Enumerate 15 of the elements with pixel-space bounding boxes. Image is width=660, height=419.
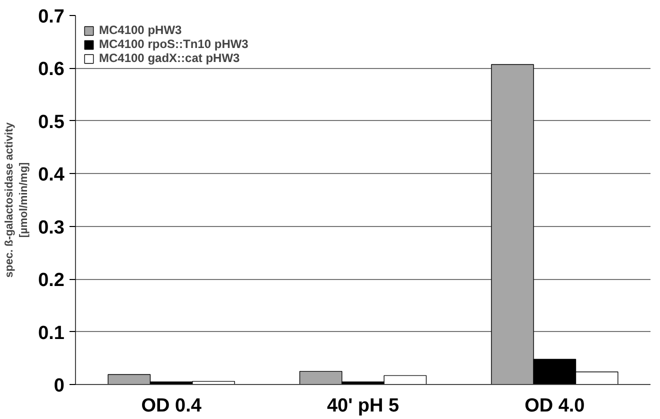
legend-label: MC4100 rpoS::Tn10 pHW3 [99, 37, 248, 51]
y-tick-label: 0.3 [38, 217, 65, 238]
x-tick-label: OD 4.0 [524, 396, 585, 416]
legend-label: MC4100 pHW3 [99, 23, 182, 37]
y-tick-label: 0.7 [38, 6, 65, 28]
y-tick-label: 0 [54, 376, 65, 396]
x-tick-label: 40' pH 5 [326, 396, 400, 416]
y-tick-label: 0.5 [38, 112, 65, 133]
y-tick-label: 0.2 [38, 270, 65, 292]
y-tick-label: 0.4 [38, 164, 65, 186]
y-axis-title: spec. ß-galactosidase activity [µmol/min/mg] [4, 121, 30, 278]
x-tick-label: OD 0.4 [141, 396, 202, 416]
legend-label: MC4100 gadX::cat pHW3 [99, 51, 240, 65]
y-tick-label: 0.1 [38, 322, 65, 344]
y-tick-label: 0.6 [38, 59, 65, 80]
